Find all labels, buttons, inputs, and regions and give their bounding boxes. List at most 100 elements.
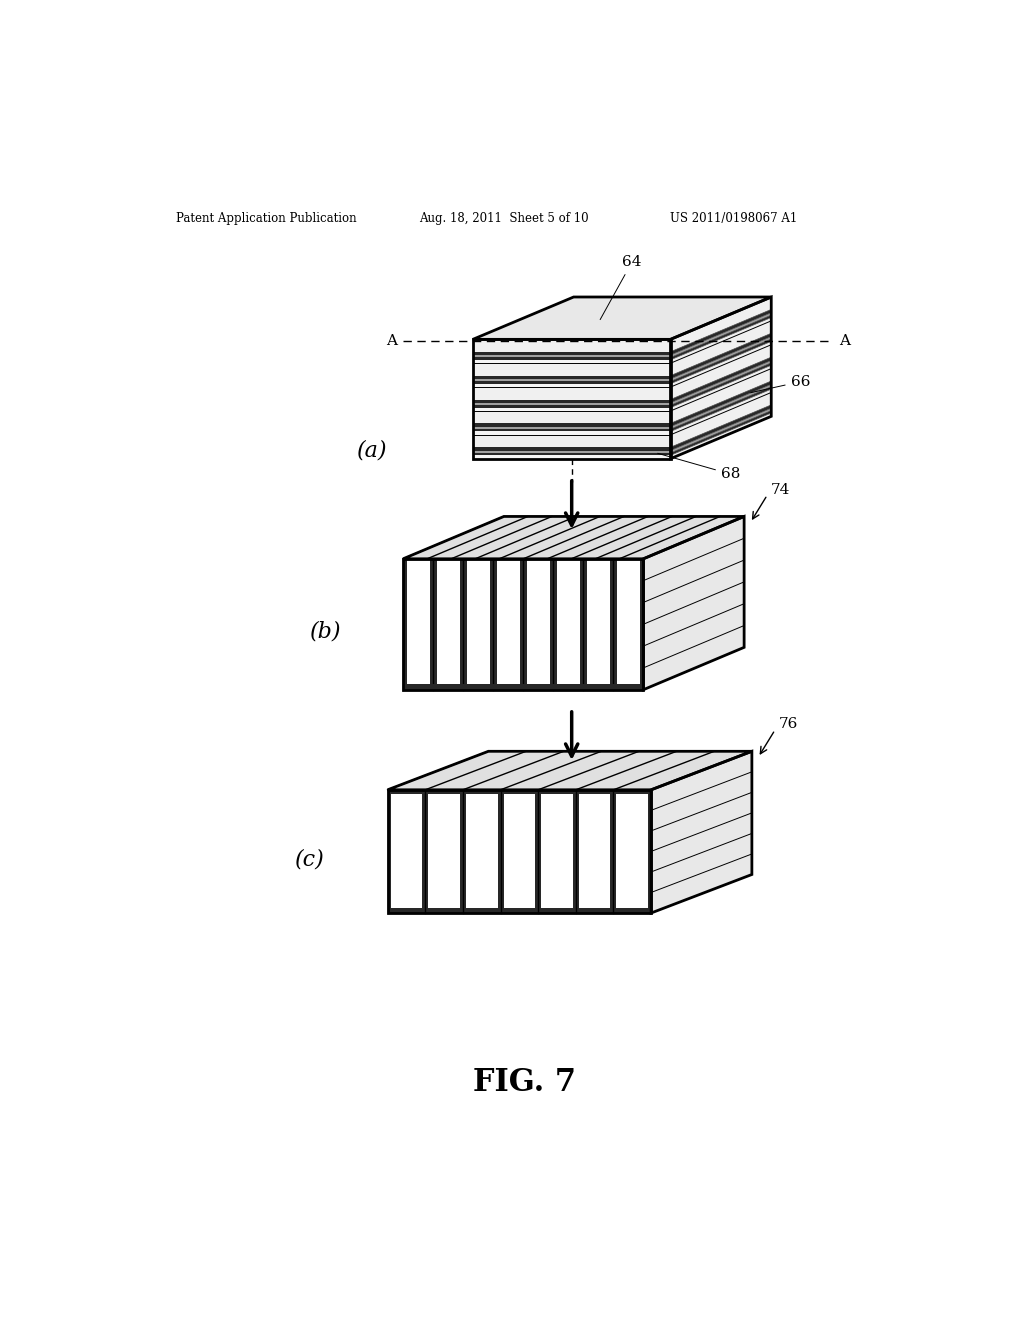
Bar (572, 789, 575, 913)
Bar (463, 558, 467, 689)
Polygon shape (671, 405, 771, 450)
Polygon shape (671, 339, 771, 384)
Text: (b): (b) (310, 620, 342, 643)
Text: 64: 64 (600, 255, 642, 319)
Bar (473, 405, 671, 408)
Bar (473, 453, 671, 455)
Bar (460, 558, 463, 689)
Polygon shape (643, 516, 744, 689)
Polygon shape (403, 558, 643, 689)
Bar (498, 789, 501, 913)
Bar (536, 789, 539, 913)
Bar (610, 789, 613, 913)
Bar (580, 558, 584, 689)
Polygon shape (671, 315, 771, 360)
Bar (473, 376, 671, 379)
Bar (648, 789, 651, 913)
Bar (539, 789, 542, 913)
Polygon shape (473, 339, 671, 459)
Bar (473, 363, 671, 376)
Polygon shape (671, 313, 771, 358)
Bar (553, 558, 557, 689)
Polygon shape (651, 751, 752, 913)
Polygon shape (671, 384, 771, 429)
Bar (609, 558, 613, 689)
Bar (473, 355, 671, 358)
Polygon shape (473, 297, 771, 339)
Bar (613, 789, 616, 913)
Text: FIG. 7: FIG. 7 (473, 1067, 577, 1098)
Bar (388, 908, 651, 913)
Bar (403, 684, 643, 689)
Bar (473, 339, 671, 351)
Bar (616, 789, 648, 913)
Polygon shape (671, 360, 771, 405)
Polygon shape (671, 389, 771, 434)
Bar (550, 558, 553, 689)
Bar (460, 789, 463, 913)
Text: A: A (840, 334, 850, 348)
Polygon shape (388, 751, 752, 789)
Bar (473, 450, 671, 453)
Text: A: A (386, 334, 397, 348)
Bar (429, 558, 433, 689)
Bar (473, 358, 671, 360)
Bar (473, 400, 671, 403)
Bar (489, 558, 494, 689)
Polygon shape (651, 751, 752, 913)
Bar (494, 558, 497, 689)
Bar (519, 558, 523, 689)
Bar (473, 379, 671, 381)
Polygon shape (671, 413, 771, 459)
Bar (473, 387, 671, 400)
Bar (473, 381, 671, 384)
Bar (428, 789, 460, 913)
Polygon shape (671, 337, 771, 381)
Bar (403, 558, 407, 689)
Polygon shape (403, 516, 744, 558)
Bar (388, 789, 651, 795)
Bar (467, 558, 489, 689)
Bar (504, 789, 536, 913)
Polygon shape (671, 345, 771, 400)
Polygon shape (388, 789, 651, 913)
Bar (473, 434, 671, 447)
Polygon shape (643, 516, 744, 689)
Polygon shape (671, 297, 771, 351)
Text: 74: 74 (771, 483, 791, 496)
Bar (613, 558, 616, 689)
Text: US 2011/0198067 A1: US 2011/0198067 A1 (671, 213, 798, 224)
Bar (466, 789, 498, 913)
Bar (640, 558, 643, 689)
Bar (497, 558, 519, 689)
Polygon shape (671, 363, 771, 408)
Polygon shape (671, 368, 771, 424)
Polygon shape (671, 408, 771, 453)
Polygon shape (671, 392, 771, 447)
Bar (463, 789, 466, 913)
Bar (527, 558, 550, 689)
Bar (575, 789, 579, 913)
Bar (473, 426, 671, 429)
Text: 66: 66 (751, 375, 810, 392)
Bar (501, 789, 504, 913)
Text: (a): (a) (356, 440, 387, 462)
Bar (407, 558, 429, 689)
Text: 76: 76 (779, 717, 799, 731)
Bar (388, 789, 390, 913)
Bar (542, 789, 572, 913)
Polygon shape (671, 366, 771, 411)
Bar (473, 424, 671, 426)
Bar (473, 447, 671, 450)
Text: 68: 68 (657, 453, 740, 480)
Polygon shape (671, 333, 771, 379)
Bar (390, 789, 422, 913)
Polygon shape (671, 342, 771, 387)
Polygon shape (671, 381, 771, 426)
Text: Patent Application Publication: Patent Application Publication (176, 213, 356, 224)
Polygon shape (671, 387, 771, 432)
Polygon shape (671, 411, 771, 455)
Text: Aug. 18, 2011  Sheet 5 of 10: Aug. 18, 2011 Sheet 5 of 10 (419, 213, 588, 224)
Polygon shape (671, 297, 771, 459)
Bar (587, 558, 609, 689)
